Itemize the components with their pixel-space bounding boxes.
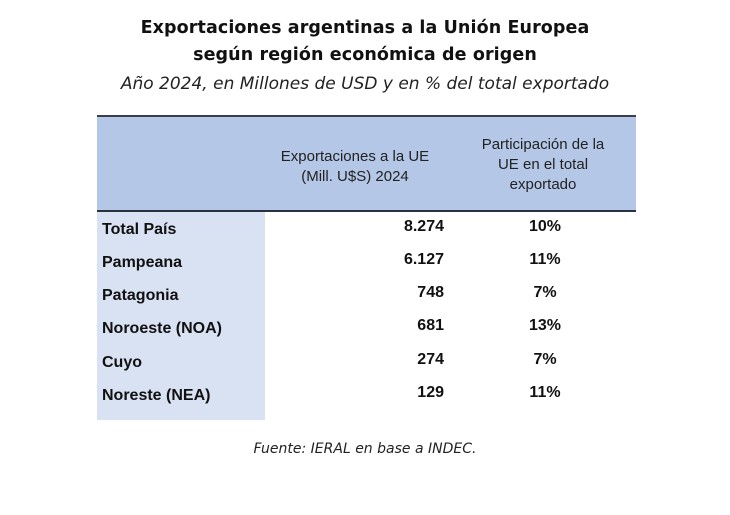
chart-title-line2: según región económica de origen bbox=[193, 45, 537, 65]
header-share-line3: exportado bbox=[509, 176, 577, 193]
header-exports-line1: Exportaciones a la UE bbox=[280, 148, 430, 165]
cell-region: Noroeste (NOA) bbox=[102, 320, 223, 337]
cell-share: 10% bbox=[528, 218, 562, 235]
cell-exports: 8.274 bbox=[403, 218, 444, 235]
table-row: Pampeana 6.127 11% bbox=[97, 245, 636, 279]
cell-region: Pampeana bbox=[102, 254, 183, 271]
cell-share: 7% bbox=[533, 351, 557, 368]
cell-exports: 6.127 bbox=[403, 251, 444, 268]
chart-subtitle: Año 2024, en Millones de USD y en % del … bbox=[120, 74, 610, 94]
table-row: Total País 8.274 10% bbox=[97, 212, 636, 246]
header-share-line1: Participación de la bbox=[481, 136, 605, 153]
header-exports: Exportaciones a la UE (Mill. U$S) 2024 bbox=[265, 147, 445, 187]
header-exports-line2: (Mill. U$S) 2024 bbox=[301, 168, 409, 185]
header-share: Participación de la UE en el total expor… bbox=[459, 135, 627, 195]
table-header: Exportaciones a la UE (Mill. U$S) 2024 P… bbox=[97, 115, 636, 212]
header-share-line2: UE en el total bbox=[497, 156, 589, 173]
cell-region: Total País bbox=[102, 221, 177, 238]
source-note: Fuente: IERAL en base a INDEC. bbox=[253, 441, 477, 457]
cell-share: 7% bbox=[533, 284, 557, 301]
cell-exports: 748 bbox=[417, 284, 444, 301]
chart-title: Exportaciones argentinas a la Unión Euro… bbox=[140, 18, 590, 38]
cell-region: Cuyo bbox=[102, 354, 142, 371]
cell-share: 13% bbox=[528, 317, 562, 334]
table-row: Noreste (NEA) 129 11% bbox=[97, 378, 636, 412]
region-column-background bbox=[97, 212, 265, 420]
data-table: Exportaciones a la UE (Mill. U$S) 2024 P… bbox=[97, 115, 636, 420]
table-row: Cuyo 274 7% bbox=[97, 345, 636, 379]
table-row: Patagonia 748 7% bbox=[97, 278, 636, 312]
cell-share: 11% bbox=[529, 384, 561, 401]
table-row: Noroeste (NOA) 681 13% bbox=[97, 311, 636, 345]
cell-region: Noreste (NEA) bbox=[102, 387, 211, 404]
cell-exports: 129 bbox=[417, 384, 444, 401]
cell-share: 11% bbox=[529, 251, 561, 268]
cell-exports: 681 bbox=[417, 317, 444, 334]
cell-exports: 274 bbox=[417, 351, 444, 368]
cell-region: Patagonia bbox=[102, 287, 179, 304]
